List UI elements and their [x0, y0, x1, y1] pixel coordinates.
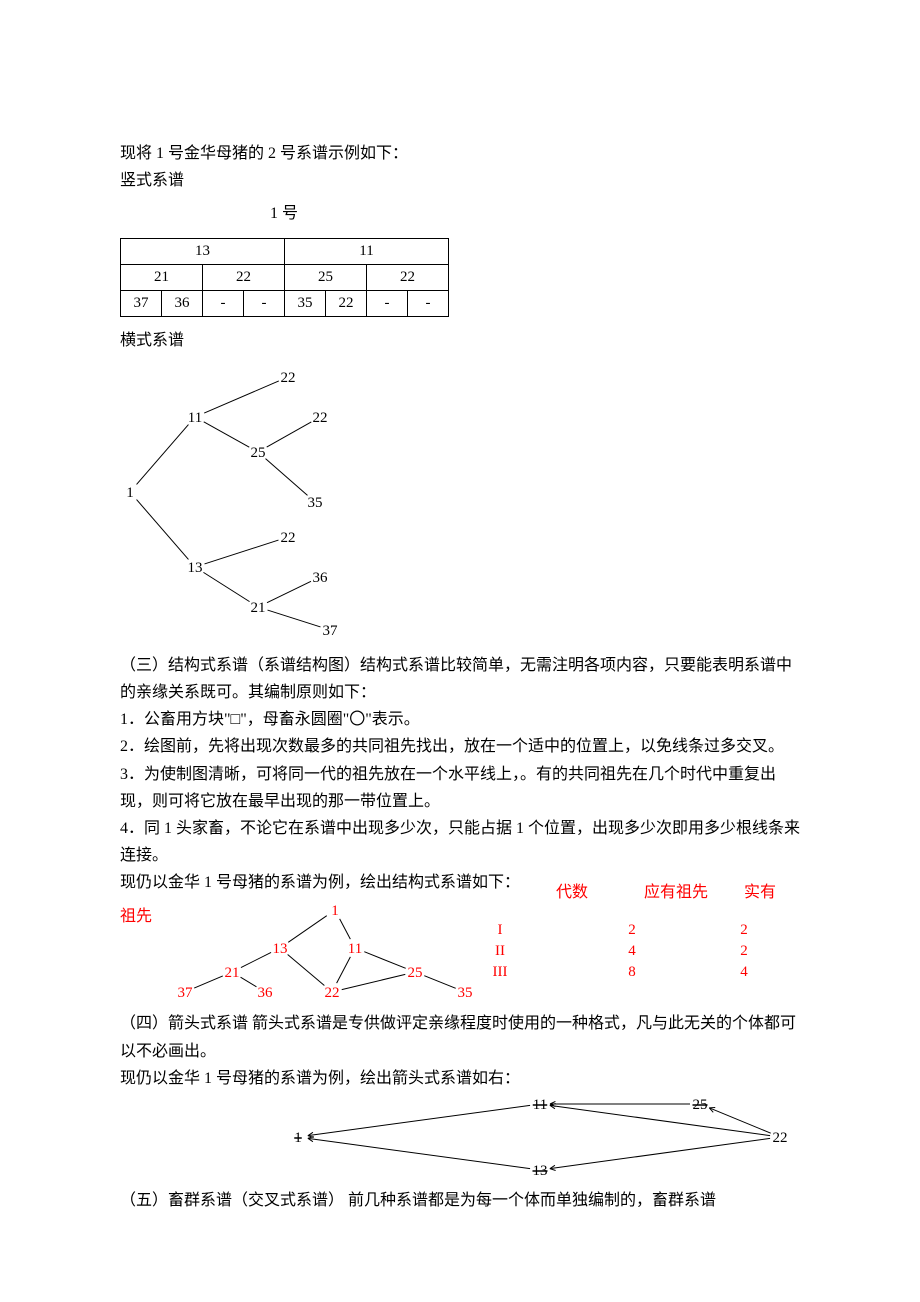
svg-text:13: 13 [273, 941, 288, 957]
section3-head: （三）结构式系谱（系谱结构图）结构式系谱比较简单，无需注明各项内容，只要能表明系… [120, 652, 800, 706]
table-cell: - [244, 290, 285, 316]
svg-text:25: 25 [408, 965, 423, 981]
section4-head: （四）箭头式系谱 箭头式系谱是专供做评定亲缘程度时使用的一种格式，凡与此无关的个… [120, 1010, 800, 1064]
table-cell: 37 [121, 290, 162, 316]
svg-text:1: 1 [331, 903, 339, 919]
table-cell: 25 [285, 264, 367, 290]
svg-text:21: 21 [225, 965, 240, 981]
section5-head: （五）畜群系谱（交叉式系谱） 前几种系谱都是为每一个体而单独编制的，畜群系谱 [120, 1187, 800, 1214]
arrow-tree-diagram: 111132522 [280, 1092, 800, 1182]
svg-text:25: 25 [251, 445, 266, 461]
stats-cell: 2 [698, 920, 790, 941]
section4-p1: 现仍以金华 1 号母猪的系谱为例，绘出箭头式系谱如右： [120, 1065, 800, 1092]
table-cell: 35 [285, 290, 326, 316]
svg-text:22: 22 [313, 410, 328, 426]
svg-text:13: 13 [533, 1163, 548, 1179]
svg-text:22: 22 [281, 370, 296, 386]
horizontal-tree-diagram: 111132225223522213637 [120, 362, 350, 642]
section3-p4: 4．同 1 头家畜，不论它在系谱中出现多少次，只能占据 1 个位置，出现多少次即… [120, 815, 800, 869]
svg-text:35: 35 [458, 985, 473, 1000]
svg-text:36: 36 [313, 570, 329, 586]
label-1hao: 1 号 [120, 200, 800, 227]
svg-text:1: 1 [294, 1130, 302, 1146]
table-cell: - [367, 290, 408, 316]
section3-p2: 2．绘图前，先将出现次数最多的共同祖先找出，放在一个适中的位置上，以免线条过多交… [120, 733, 800, 760]
stats-h2: 应有祖先 [626, 878, 726, 902]
stats-cell: 4 [566, 941, 698, 962]
stats-cell: III [434, 962, 566, 983]
stats-h1: 代数 [522, 878, 622, 902]
horizontal-label: 横式系谱 [120, 327, 800, 354]
stats-cell: I [434, 920, 566, 941]
stats-h3: 实有 [730, 878, 790, 902]
svg-text:37: 37 [178, 985, 194, 1000]
table-cell: 13 [121, 238, 285, 264]
section3-p3: 3．为使制图清晰，可将同一代的祖先放在一个水平线上，。有的共同祖先在几个时代中重… [120, 761, 800, 815]
svg-text:36: 36 [258, 985, 274, 1000]
table-cell: 11 [285, 238, 449, 264]
stats-cell: 2 [698, 941, 790, 962]
stats-cell: 2 [566, 920, 698, 941]
svg-text:22: 22 [281, 530, 296, 546]
vertical-pedigree-table: 1311212225223736--3522-- [120, 238, 449, 317]
svg-text:22: 22 [325, 985, 340, 1000]
svg-text:11: 11 [533, 1097, 547, 1113]
svg-text:13: 13 [188, 560, 203, 576]
svg-text:22: 22 [773, 1130, 788, 1146]
svg-text:21: 21 [251, 600, 266, 616]
intro-line2: 竖式系谱 [120, 167, 800, 194]
stats-table: I22II42III84 [434, 920, 790, 983]
svg-text:35: 35 [308, 495, 323, 511]
table-cell: 22 [203, 264, 285, 290]
svg-text:25: 25 [693, 1097, 708, 1113]
svg-text:11: 11 [348, 941, 362, 957]
table-cell: 22 [367, 264, 449, 290]
section3-p1: 1．公畜用方块"□"，母畜永圆圈"〇"表示。 [120, 706, 800, 733]
svg-text:1: 1 [126, 485, 134, 501]
stats-cell: II [434, 941, 566, 962]
svg-text:37: 37 [323, 623, 339, 639]
table-cell: 36 [162, 290, 203, 316]
stats-cell: 8 [566, 962, 698, 983]
table-cell: 22 [326, 290, 367, 316]
intro-line1: 现将 1 号金华母猪的 2 号系谱示例如下： [120, 140, 800, 167]
stats-cell: 4 [698, 962, 790, 983]
svg-text:11: 11 [188, 410, 202, 426]
table-cell: - [408, 290, 449, 316]
table-cell: - [203, 290, 244, 316]
table-cell: 21 [121, 264, 203, 290]
